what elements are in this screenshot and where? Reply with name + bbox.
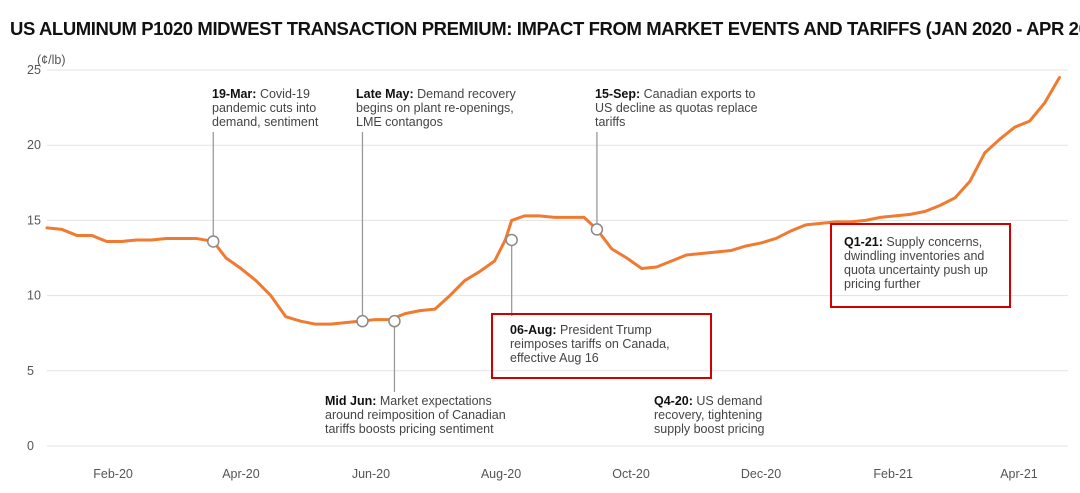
y-tick-label-15: 15 [27,213,41,227]
series-line [45,76,1061,326]
gridlines [47,69,1068,447]
annotation-mid-jun: Mid Jun: Market expectations around reim… [325,394,506,436]
marker-midjun [388,314,401,328]
marker-mar19 [207,235,220,248]
y-tick-label-20: 20 [27,138,41,152]
annotation-leaders [212,132,598,392]
marker-aug06 [505,233,518,247]
annotation-q1-21: Q1-21: Supply concerns, dwindling invent… [844,235,988,291]
x-tick-label-Feb-21: Feb-21 [873,467,913,481]
x-tick-label-Oct-20: Oct-20 [612,467,650,481]
annotation-markers [207,223,604,328]
chart-title: US ALUMINUM P1020 MIDWEST TRANSACTION PR… [10,18,1080,39]
y-axis: 0 5 10 15 20 25(¢/lb) [27,53,65,453]
x-tick-label-Apr-20: Apr-20 [222,467,260,481]
y-tick-label-5: 5 [27,364,34,378]
y-tick-label-10: 10 [27,289,41,303]
annotation-highlight-box-aug06 [491,313,712,379]
price-series [45,76,1061,326]
y-tick-label-0: 0 [27,439,34,453]
x-axis: Feb-20 Apr-20 Jun-20 Aug-20 Oct-20 Dec-20 Feb-… [93,467,1038,481]
x-tick-label-Aug-20: Aug-20 [481,467,521,481]
y-tick-label-25: 25 [27,63,41,77]
annotation-sep15: 15-Sep: Canadian exports to US decline a… [595,87,758,129]
marker-latemay [356,314,369,328]
x-tick-label-Jun-20: Jun-20 [352,467,390,481]
x-tick-label-Feb-20: Feb-20 [93,467,133,481]
x-tick-label-Apr-21: Apr-21 [1000,467,1038,481]
annotation-aug06: 06-Aug: President Trump reimposes tariff… [510,323,670,365]
annotation-q4-20: Q4-20: US demand recovery, tightening su… [654,394,765,436]
annotation-late-may: Late May: Demand recovery begins on plan… [356,87,516,129]
annotation-highlight-box-q1-21 [830,223,1011,308]
x-tick-label-Dec-20: Dec-20 [741,467,781,481]
marker-sep15 [590,223,604,236]
annotation-mar19: 19-Mar: Covid-19 pandemic cuts into dema… [212,87,319,129]
y-unit-label: (¢/lb) [37,53,65,67]
